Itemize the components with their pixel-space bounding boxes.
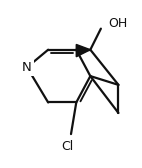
Text: Cl: Cl: [61, 140, 74, 153]
Text: N: N: [22, 61, 32, 74]
Polygon shape: [76, 45, 90, 57]
Text: OH: OH: [108, 17, 127, 30]
